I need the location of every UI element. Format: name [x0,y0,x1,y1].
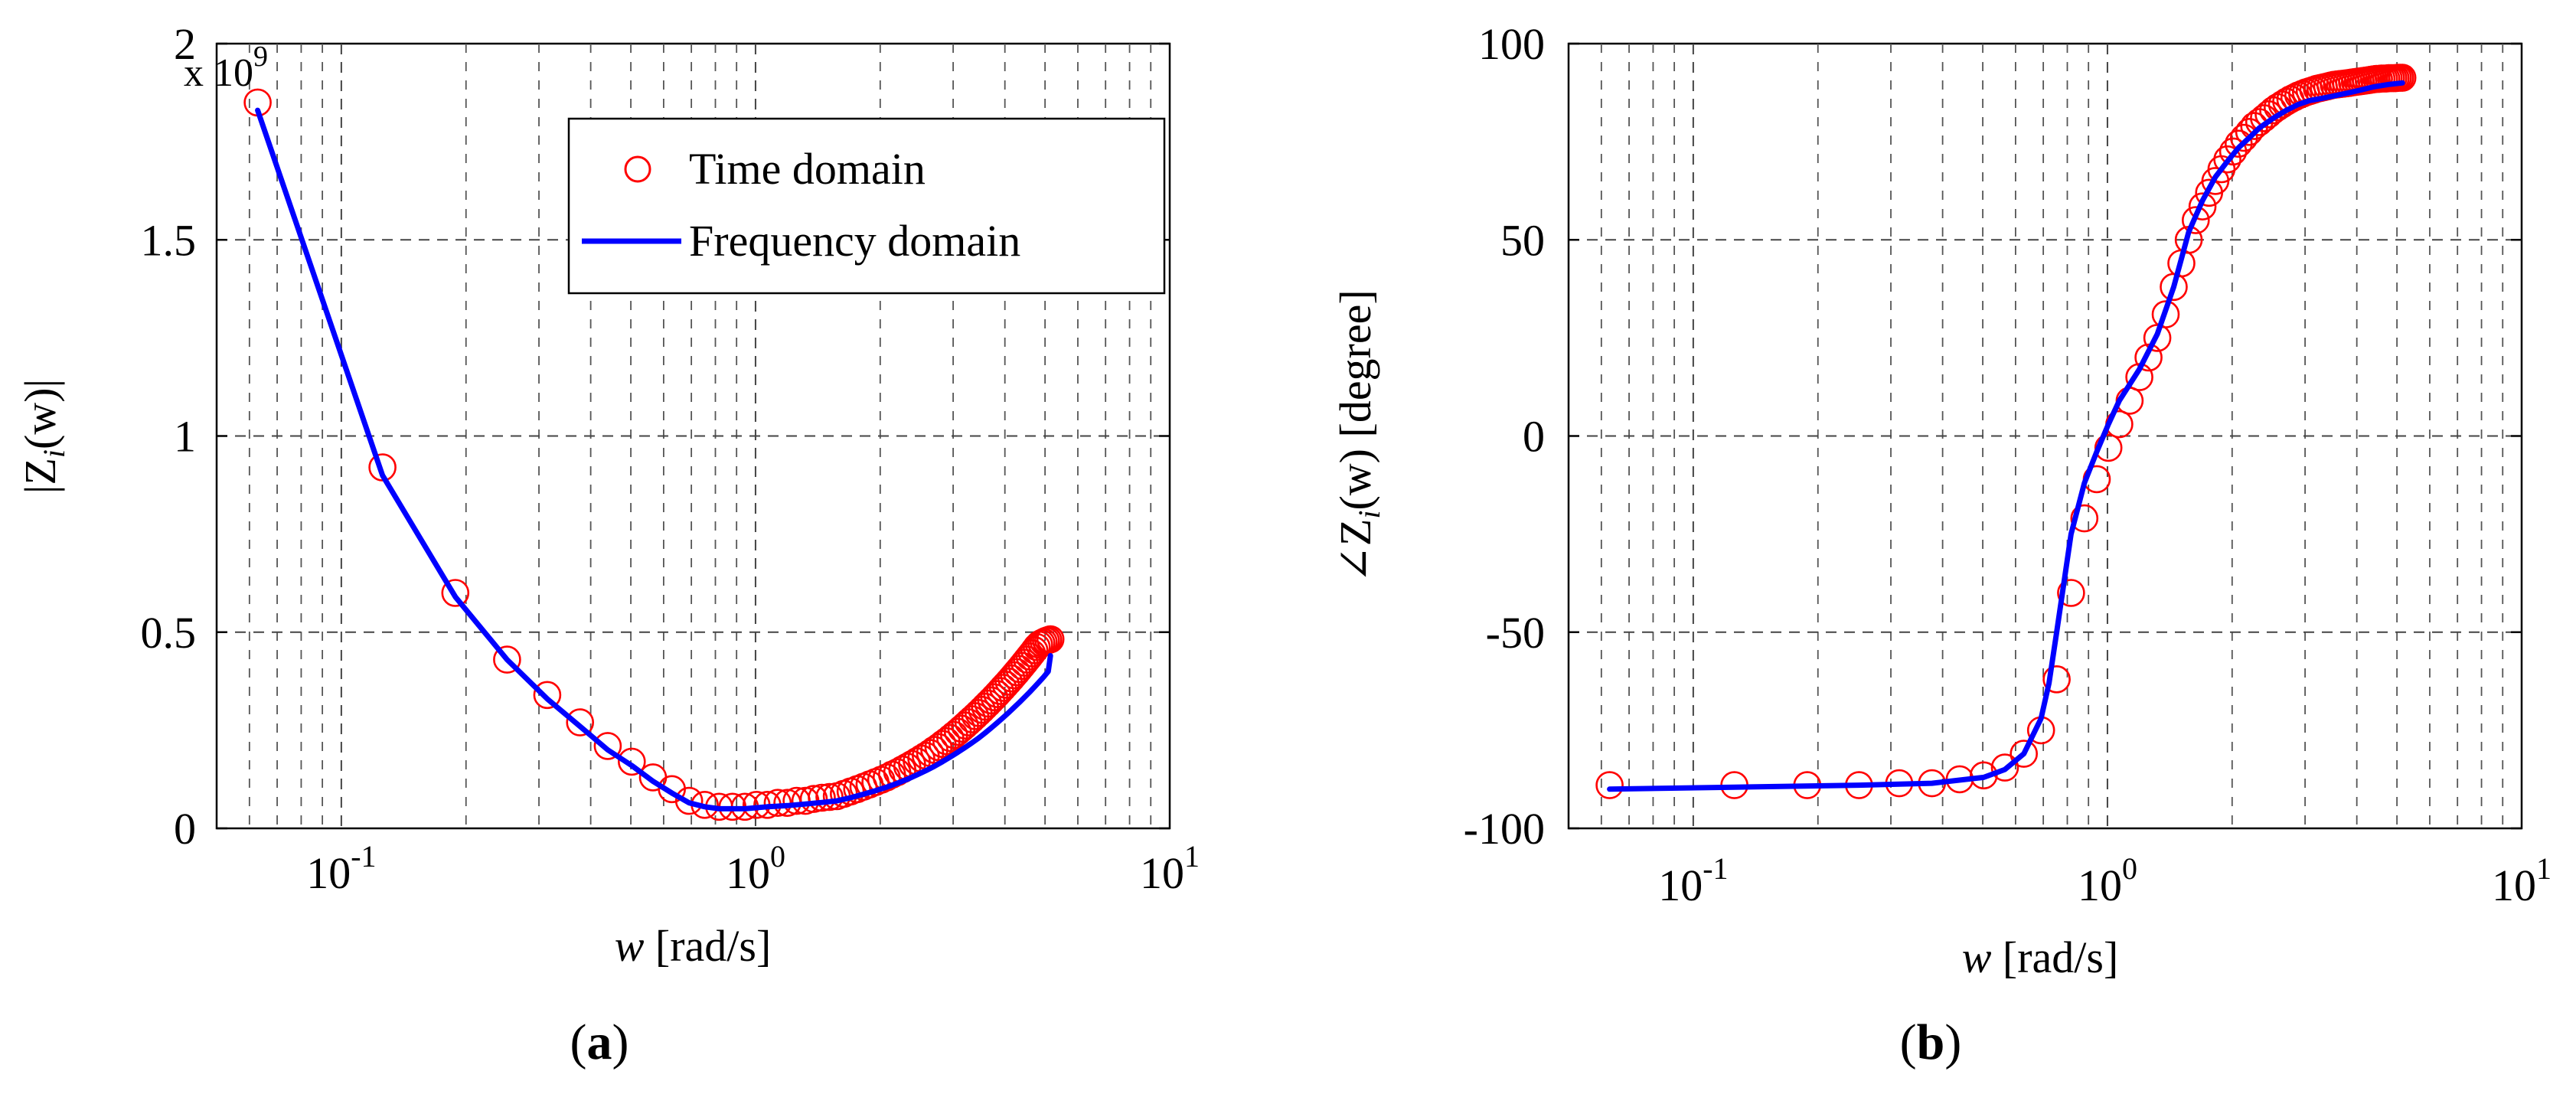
b-time-domain-point [2010,740,2038,768]
a-x-tick-label: 100 [726,839,785,898]
a-time-domain-point [617,747,646,776]
a-time-domain-point [799,785,828,813]
a-time-domain-point [533,681,562,710]
panel-b-y-ticks: -100 -50 0 50 100 [1464,19,2522,854]
b-time-domain-point [2094,433,2123,462]
a-time-domain-point [441,579,470,607]
b-time-domain-point [2182,206,2210,234]
b-time-domain-point [2151,300,2180,328]
panel-a: 0 0.5 1 1.5 2 10-1 100 101 x 109 |Zi(w)| w [ra… [15,19,1200,1070]
b-time-domain-point [2057,579,2085,607]
b-x-tick-label: 10-1 [1658,851,1728,910]
b-y-tick-label: 50 [1500,215,1545,265]
a-x-tick-label: 10-1 [306,839,376,898]
b-time-domain-point [2070,504,2099,533]
b-time-domain-point [2213,145,2241,174]
panel-a-caption: (a) [570,1014,629,1070]
panel-b-grid [1569,44,2522,828]
panel-b: -100 -50 0 50 100 10-1 100 101 ∠Zi(w) [degree]… [1330,19,2552,1070]
a-time-domain-point [593,732,622,760]
a-series-frequency-domain-line [255,107,1053,812]
a-y-tick-label: 0 [174,804,196,854]
b-time-domain-point [2134,343,2163,372]
a-y-tick-label: 0.5 [141,608,197,658]
a-y-tick-label: 1.5 [141,215,197,265]
a-time-domain-point [1036,625,1065,654]
b-y-tick-label: -100 [1464,804,1545,854]
b-time-domain-point [2188,192,2217,221]
legend-marker-time-domain [624,155,651,183]
a-y-tick-label: 2 [174,19,196,69]
b-y-tick-label: 0 [1523,412,1545,462]
panel-a-x-ticks: 10-1 100 101 [306,839,1200,898]
a-time-domain-point [808,783,836,812]
b-time-domain-point [1595,771,1624,799]
panel-a-series [243,88,1065,821]
legend-box [567,117,1166,295]
b-time-domain-point [2388,64,2417,92]
b-time-domain-point [2042,665,2071,694]
b-y-tick-label: 100 [1478,19,1545,69]
panel-a-legend: Time domain Frequency domain [567,117,1166,295]
b-time-domain-point [1990,753,2019,782]
b-x-tick-label: 100 [2078,851,2137,910]
b-y-tick-label: -50 [1486,608,1545,658]
legend-label-time-domain: Time domain [689,144,926,194]
panel-b-series [1595,64,2417,799]
panel-b-x-axis-label: w [rad/s] [1962,932,2119,982]
panel-b-x-ticks: 10-1 100 101 [1658,851,2552,910]
a-time-domain-point [674,786,704,815]
b-time-domain-point [2240,112,2268,140]
panel-a-y-exponent: x 109 [184,41,268,95]
panel-b-y-axis-label: ∠Zi(w) [degree] [1330,289,1386,583]
a-y-tick-label: 1 [174,412,196,462]
a-x-tick-label: 101 [1140,839,1200,898]
b-series-frequency-domain-line [1607,80,2405,792]
panel-b-caption: (b) [1900,1014,1962,1070]
panel-a-y-ticks: 0 0.5 1 1.5 2 [141,19,1170,854]
b-x-tick-label: 101 [2492,851,2552,910]
panel-a-y-axis-label: |Zi(w)| [15,379,71,494]
a-time-domain-point [566,708,595,736]
panel-a-x-axis-label: w [rad/s] [615,921,772,971]
legend-label-frequency-domain: Frequency domain [689,216,1020,266]
a-time-domain-point [493,645,521,674]
